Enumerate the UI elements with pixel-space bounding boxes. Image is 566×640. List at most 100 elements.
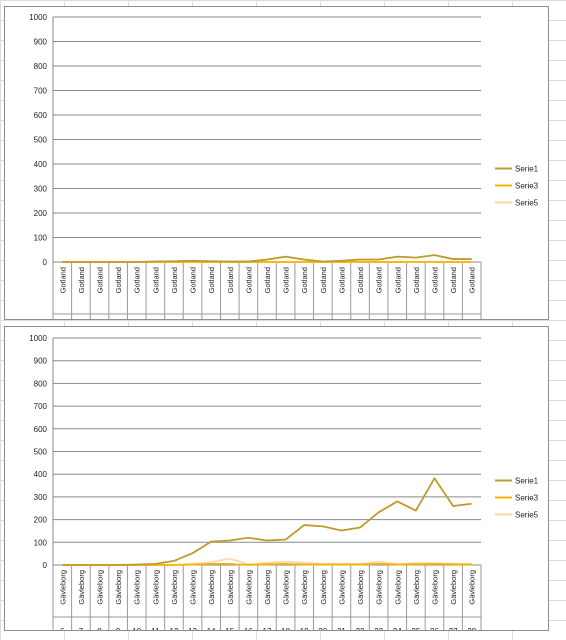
x-category-label: Gävleborg [356,570,365,605]
x-week-label: 15 [225,627,234,630]
x-category-label: Gotland [226,267,235,293]
series-line-serie1 [62,477,472,566]
x-category-label: Gotland [189,267,198,293]
y-tick-label: 500 [34,448,48,457]
legend-label: Serie1 [515,165,539,174]
y-tick-label: 700 [34,402,48,411]
x-category-label: Gotland [468,267,477,293]
x-category-label: Gävleborg [282,570,291,605]
x-category-label: Gotland [244,267,253,293]
y-tick-label: 200 [34,516,48,525]
y-tick-label: 500 [34,136,48,145]
y-tick-label: 800 [34,379,48,388]
x-week-label: 26 [430,627,439,630]
y-tick-label: 600 [34,111,48,120]
x-category-label: Gotland [96,267,105,293]
x-category-label: Gävleborg [58,570,67,605]
x-category-label: Gävleborg [319,570,328,605]
x-category-label: Gotland [151,267,160,293]
x-category-label: Gotland [77,267,86,293]
x-week-label: 19 [300,627,309,630]
x-category-label: Gävleborg [170,570,179,605]
x-week-label: 23 [374,627,383,630]
x-week-label: 17 [263,627,272,630]
x-week-label: 12 [170,627,179,630]
x-category-label: Gävleborg [430,570,439,605]
y-tick-label: 900 [34,357,48,366]
x-category-label: Gävleborg [263,570,272,605]
chart-gotland[interactable]: 0 100 200 300 400 500 600 700 800 900 1000 Gotland G… [4,6,549,320]
x-category-label: Gävleborg [244,570,253,605]
chart-gavleborg-svg: 0 100 200 300 400 500 600 700 800 900 1000 Gävlebor… [29,334,539,630]
x-category-label: Gotland [412,267,421,293]
legend-label: Serie3 [515,494,539,503]
y-tick-label: 300 [34,185,48,194]
x-category-label: Gävleborg [96,570,105,605]
y-tick-label: 1000 [29,334,47,343]
chart-gotland-svg: 0 100 200 300 400 500 600 700 800 900 1000 Gotland G… [29,13,539,319]
x-category-label: Gävleborg [337,570,346,605]
y-tick-label: 200 [34,209,48,218]
x-week-label: 7 [79,627,84,630]
x-category-label: Gotland [356,267,365,293]
legend-label: Serie5 [515,511,539,520]
x-week-label: 10 [132,627,141,630]
legend-label: Serie3 [515,182,539,191]
x-category-label: Gävleborg [114,570,123,605]
y-tick-label: 400 [34,470,48,479]
x-category-label: Gotland [207,267,216,293]
y-tick-label: 100 [34,234,48,243]
x-week-label: 22 [356,627,365,630]
x-week-label: 25 [411,627,420,630]
x-category-label: Gävleborg [375,570,384,605]
x-category-label: Gotland [337,267,346,293]
y-tick-label: 800 [34,62,48,71]
x-week-label: 20 [318,627,327,630]
x-category-label: Gotland [282,267,291,293]
x-category-label: Gotland [300,267,309,293]
y-tick-label: 400 [34,160,48,169]
x-week-label: 6 [60,627,65,630]
x-category-label: Gävleborg [468,570,477,605]
y-tick-label: 0 [43,258,48,267]
x-week-label: 18 [281,627,290,630]
x-category-label: Gotland [375,267,384,293]
x-category-label: Gotland [449,267,458,293]
x-category-label: Gotland [430,267,439,293]
x-category-label: Gävleborg [189,570,198,605]
x-category-label: Gävleborg [393,570,402,605]
x-category-label: Gotland [114,267,123,293]
y-tick-label: 100 [34,538,48,547]
x-category-label: Gotland [319,267,328,293]
y-tick-label: 700 [34,87,48,96]
x-category-label: Gävleborg [133,570,142,605]
x-category-label: Gävleborg [226,570,235,605]
y-tick-label: 900 [34,38,48,47]
x-category-label: Gävleborg [449,570,458,605]
y-tick-label: 0 [43,561,48,570]
x-category-label: Gävleborg [300,570,309,605]
x-category-label: Gävleborg [77,570,86,605]
x-week-label: 16 [244,627,253,630]
x-week-label: 8 [97,627,102,630]
x-week-label: 27 [449,627,458,630]
y-tick-label: 1000 [29,13,47,22]
x-category-label: Gotland [170,267,179,293]
x-week-label: 24 [393,627,402,630]
x-week-label: 13 [188,627,197,630]
x-week-label: 9 [116,627,121,630]
x-category-label: Gävleborg [151,570,160,605]
y-tick-label: 600 [34,425,48,434]
y-tick-label: 300 [34,493,48,502]
legend-label: Serie5 [515,199,539,208]
legend-label: Serie1 [515,477,539,486]
series-line-serie1 [62,254,472,263]
x-category-label: Gävleborg [207,570,216,605]
x-category-label: Gotland [133,267,142,293]
chart-gavleborg[interactable]: 0 100 200 300 400 500 600 700 800 900 1000 Gävlebor… [4,326,549,631]
x-week-label: 14 [207,627,216,630]
x-category-label: Gotland [58,267,67,293]
x-category-label: Gävleborg [412,570,421,605]
x-category-label: Gotland [393,267,402,293]
x-week-label: 21 [337,627,346,630]
